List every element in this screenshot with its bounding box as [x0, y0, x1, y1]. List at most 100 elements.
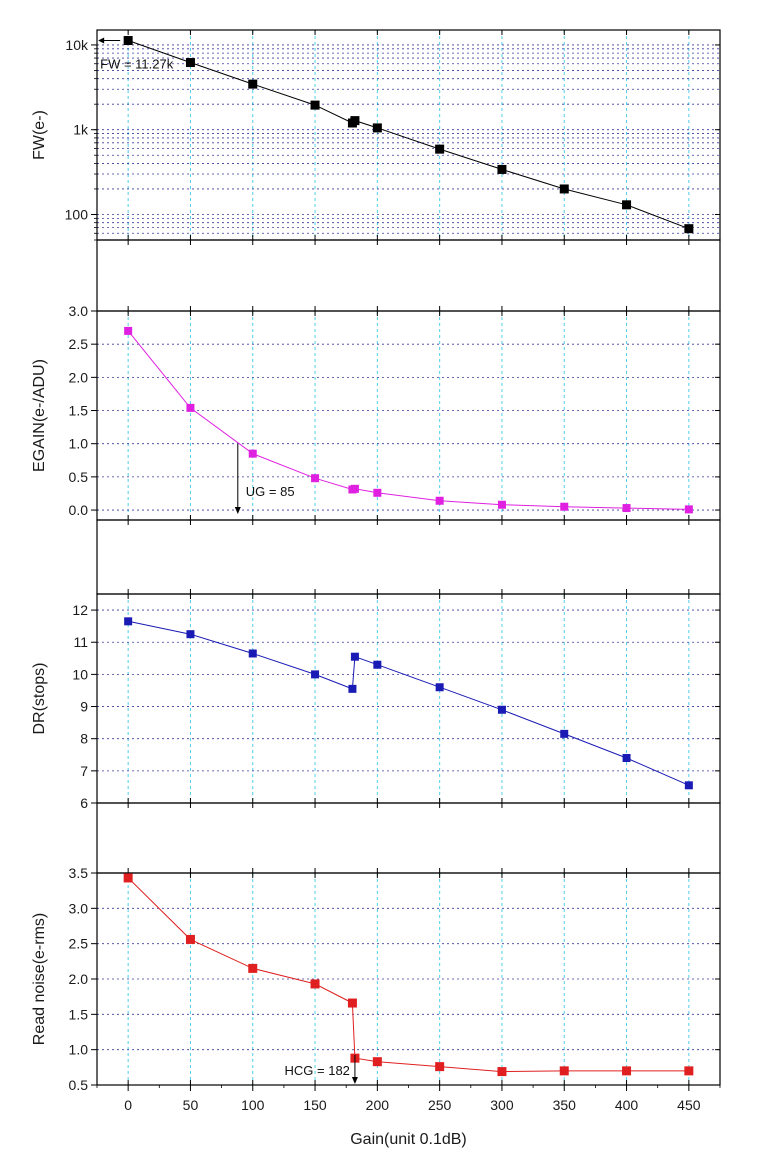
data-point-dr [124, 617, 133, 626]
x-tick-label: 400 [615, 1097, 639, 1113]
x-tick-label: 150 [303, 1097, 327, 1113]
data-point-readnoise [684, 1066, 694, 1076]
plot-frame-dr [96, 593, 721, 804]
frame-layer [91, 29, 721, 1091]
y-tick-label: 2.5 [69, 336, 89, 352]
data-point-fw [497, 164, 507, 174]
data-point-egain [560, 502, 569, 511]
y-tick-label: 100 [65, 206, 89, 222]
data-point-dr [560, 729, 569, 738]
series-line-egain [127, 330, 689, 510]
annotation-arrowhead [351, 1077, 358, 1084]
spacer-box-2 [96, 519, 721, 595]
y-axis-title-readnoise: Read noise(e-rms) [31, 913, 48, 1045]
y-tick-label: 1.5 [69, 403, 89, 419]
x-tick-label: 250 [428, 1097, 452, 1113]
y-tick-label: 1.5 [69, 1006, 89, 1022]
y-tick-label: 3.0 [69, 303, 89, 319]
y-tick-label: 2.5 [69, 936, 89, 952]
data-point-dr [348, 684, 357, 693]
y-tick-label: 8 [80, 731, 88, 747]
data-point-fw [684, 224, 694, 234]
x-tick-label: 0 [124, 1097, 132, 1113]
data-point-dr [248, 649, 257, 658]
data-layer [98, 36, 694, 1084]
data-point-readnoise [497, 1067, 507, 1077]
data-point-fw [372, 123, 382, 133]
y-tick-label: 11 [73, 634, 88, 650]
data-point-egain [497, 500, 506, 509]
x-tick-label: 300 [490, 1097, 514, 1113]
data-point-fw [123, 36, 133, 46]
data-point-egain [684, 505, 693, 514]
data-point-readnoise [123, 873, 133, 883]
data-point-fw [248, 79, 258, 89]
annotation-hcg: HCG = 182 [285, 1063, 350, 1078]
y-tick-label: 2.0 [69, 971, 89, 987]
data-point-fw [185, 58, 195, 68]
data-point-egain [248, 449, 257, 458]
annotation-arrowhead [98, 37, 105, 44]
y-tick-label: 3.0 [69, 900, 89, 916]
series-line-dr [128, 620, 690, 786]
annotation-ug: UG = 85 [246, 484, 295, 499]
data-point-egain [124, 326, 133, 335]
series-line-readnoise [127, 877, 689, 1073]
y-axis-title-dr: DR(stops) [31, 662, 48, 734]
y-tick-label: 3.5 [69, 865, 89, 881]
grid-layer [97, 30, 720, 1085]
spacer-box-1 [96, 239, 721, 312]
y-tick-label: 6 [80, 795, 88, 811]
plot-frame-egain [96, 310, 721, 521]
y-tick-label: 1.0 [69, 436, 89, 452]
data-point-readnoise [310, 979, 320, 989]
y-tick-label: 0.5 [69, 1077, 89, 1093]
data-point-egain [311, 474, 320, 483]
data-point-fw [622, 200, 632, 210]
data-point-fw [310, 100, 320, 110]
y-tick-label: 12 [72, 602, 88, 618]
x-tick-label: 200 [366, 1097, 390, 1113]
data-point-dr [373, 660, 382, 669]
y-tick-label: 1k [73, 122, 89, 138]
data-point-dr [350, 652, 359, 661]
y-tick-label: 0.5 [69, 469, 89, 485]
y-tick-label: 10 [72, 666, 88, 682]
data-point-egain [373, 488, 382, 497]
data-point-dr [311, 670, 320, 679]
data-point-fw [350, 116, 360, 126]
annotation-arrowhead [234, 507, 241, 514]
x-axis-title: Gain(unit 0.1dB) [350, 1131, 467, 1148]
data-point-dr [497, 705, 506, 714]
data-point-dr [186, 630, 195, 639]
data-point-dr [684, 781, 693, 790]
data-point-egain [435, 496, 444, 505]
data-point-readnoise [559, 1066, 569, 1076]
data-point-readnoise [248, 963, 258, 973]
data-point-fw [559, 184, 569, 194]
data-point-egain [350, 484, 359, 493]
annotation-fw: FW = 11.27k [100, 57, 174, 72]
y-tick-label: 9 [80, 699, 88, 715]
x-tick-label: 100 [241, 1097, 265, 1113]
y-axis-title-fw: FW(e-) [31, 110, 48, 160]
data-point-dr [435, 683, 444, 692]
y-axis-title-egain: EGAIN(e-/ADU) [31, 359, 48, 472]
y-tick-label: 1.0 [69, 1042, 89, 1058]
data-point-readnoise [185, 934, 195, 944]
x-tick-label: 50 [183, 1097, 199, 1113]
plot-frame-fw [96, 29, 721, 241]
y-tick-label: 0.0 [69, 502, 89, 518]
series-line-fw [128, 40, 690, 230]
y-tick-label: 7 [80, 763, 88, 779]
data-point-dr [622, 753, 631, 762]
data-point-readnoise [372, 1057, 382, 1067]
data-point-egain [186, 403, 195, 412]
x-tick-label: 450 [677, 1097, 701, 1113]
data-point-readnoise [435, 1062, 445, 1072]
data-point-fw [435, 144, 445, 154]
data-point-egain [622, 504, 631, 513]
data-point-readnoise [622, 1066, 632, 1076]
